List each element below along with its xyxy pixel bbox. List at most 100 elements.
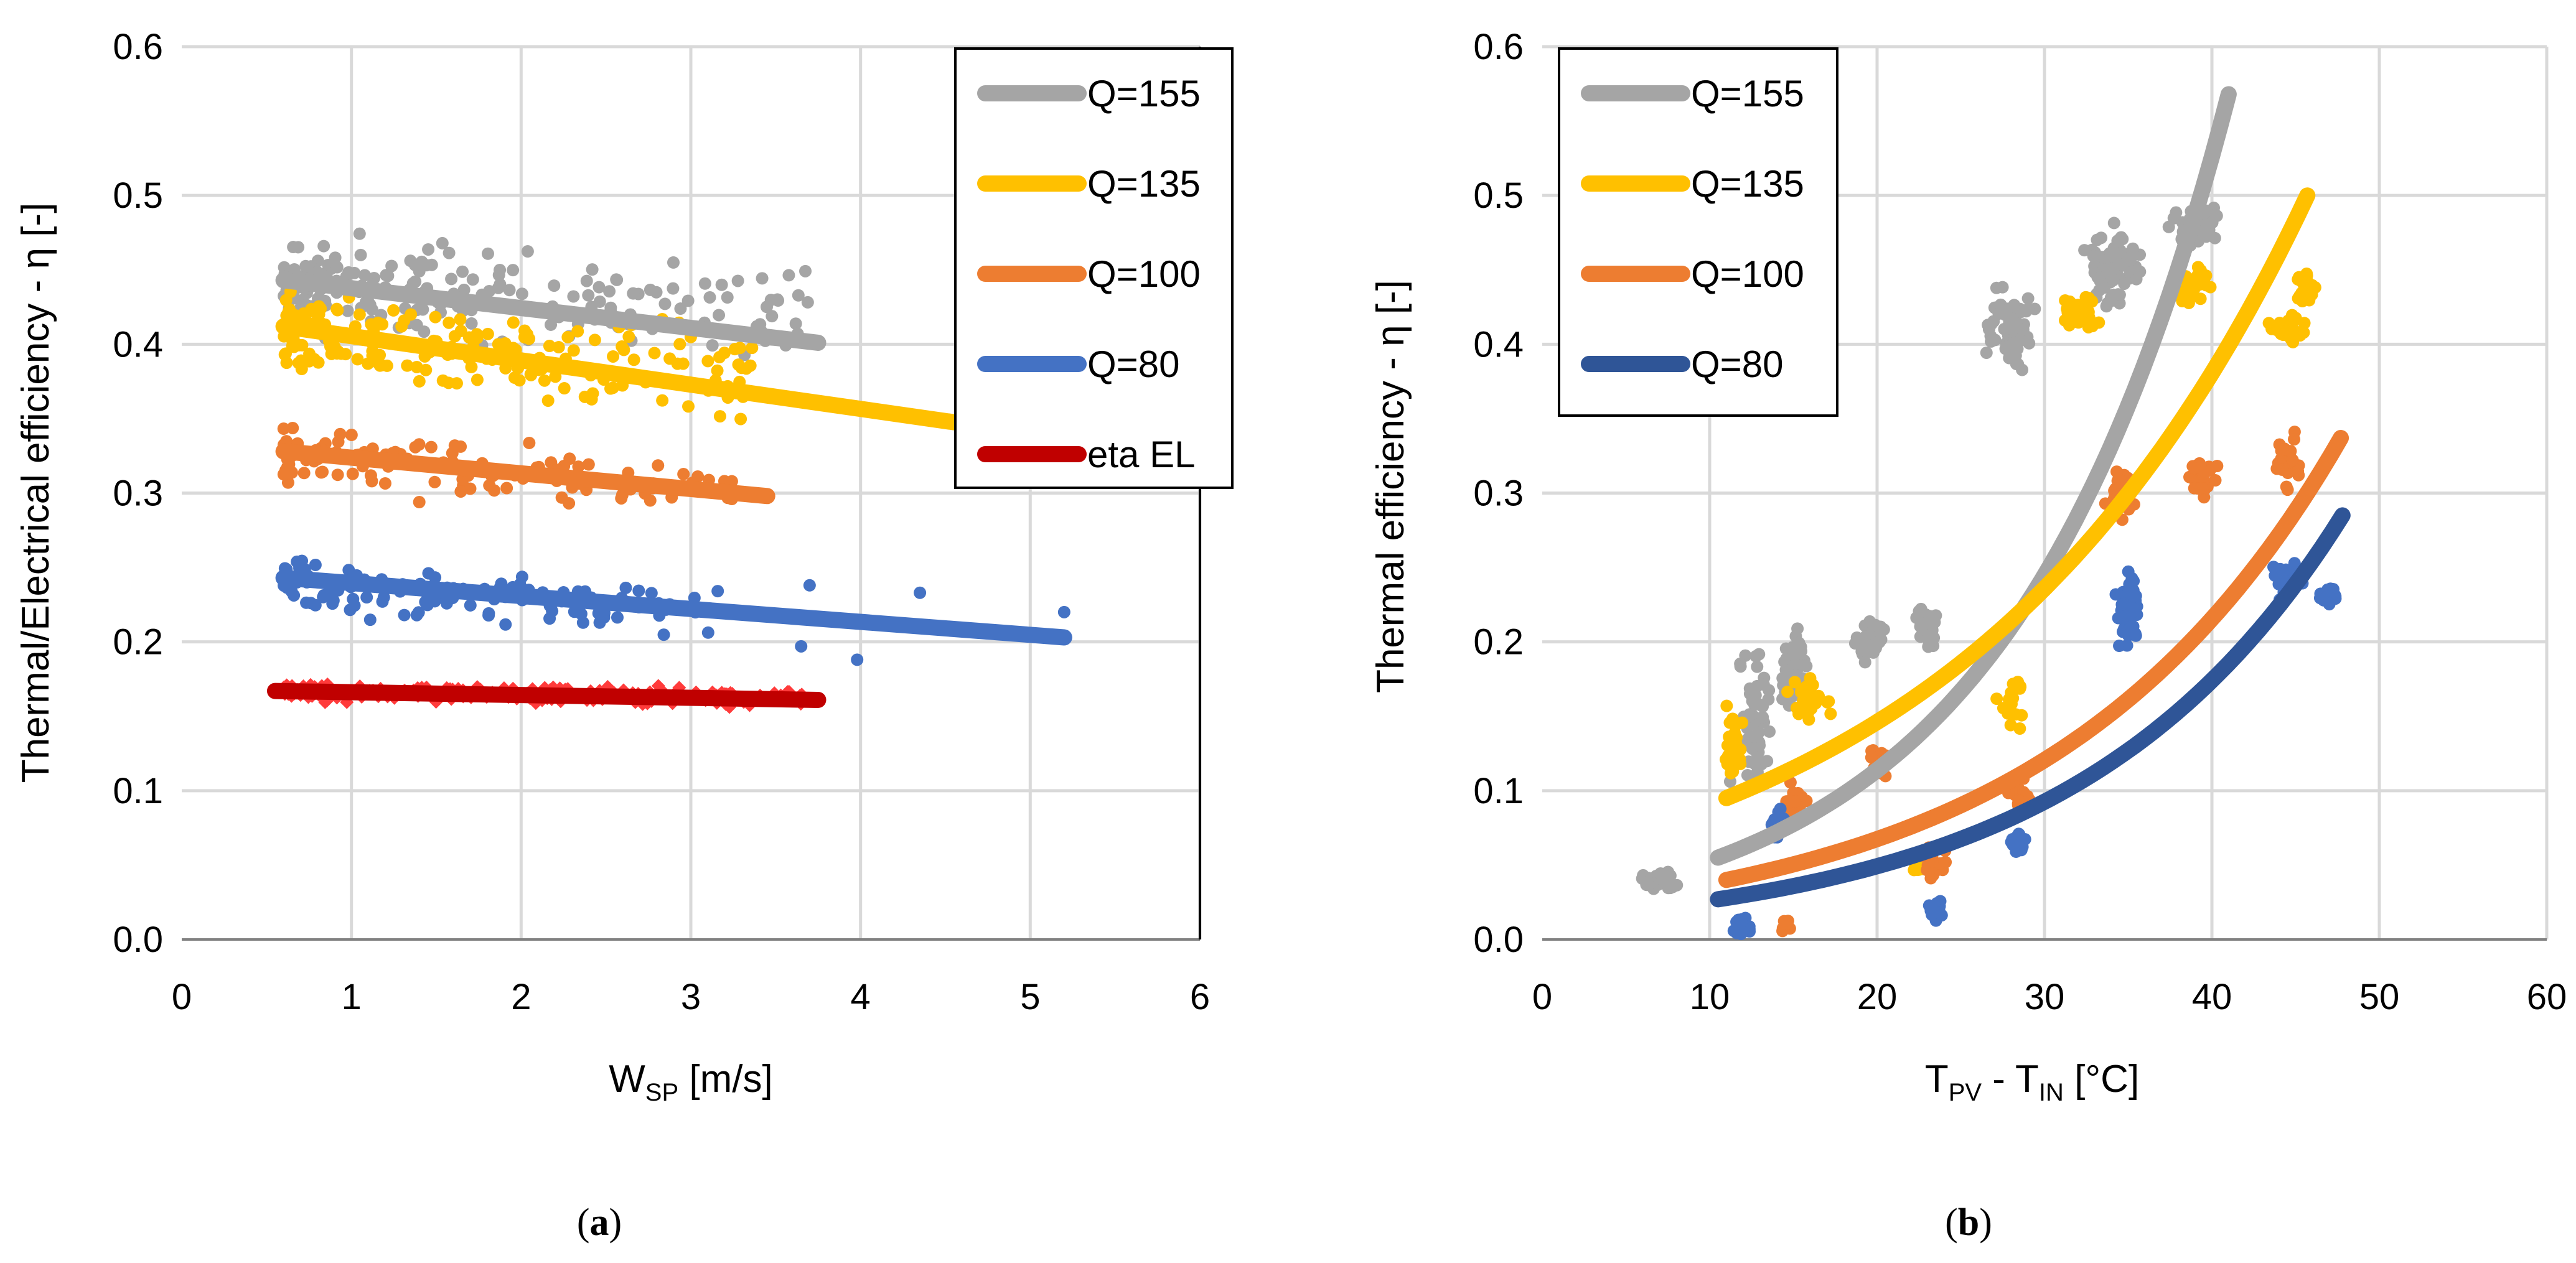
data-point (521, 245, 534, 258)
data-point (711, 585, 724, 598)
data-point (286, 421, 299, 434)
data-point (746, 342, 759, 355)
data-point (1877, 623, 1890, 636)
data-point (329, 251, 342, 264)
data-point (593, 295, 606, 308)
data-point (652, 459, 665, 472)
data-point (1789, 795, 1802, 808)
data-point (2013, 722, 2026, 735)
data-point (1756, 700, 1769, 713)
data-point (2120, 639, 2133, 652)
x-tick-label: 5 (1020, 977, 1040, 1017)
data-point (364, 469, 377, 482)
trend-line (1710, 86, 2237, 866)
data-point (523, 436, 536, 449)
data-point (525, 368, 538, 381)
data-point (703, 291, 716, 304)
data-point (2198, 228, 2211, 241)
data-point (2118, 277, 2131, 290)
data-point (2059, 314, 2072, 327)
data-point (2107, 217, 2120, 230)
data-point (619, 581, 632, 594)
data-point (734, 412, 747, 426)
data-point (801, 296, 814, 309)
x-tick-label: 1 (342, 977, 362, 1017)
panel-caption-a: (a) (577, 1201, 622, 1244)
trend-line (275, 318, 1072, 447)
data-point (297, 467, 311, 480)
data-point (1990, 692, 2003, 706)
data-point (483, 284, 496, 297)
data-point (1751, 752, 1764, 765)
data-point (2275, 462, 2288, 475)
data-point (2194, 482, 2207, 495)
data-point (398, 608, 411, 622)
x-tick-label: 40 (2192, 977, 2232, 1017)
x-tick-label: 3 (681, 977, 701, 1017)
data-point (428, 475, 441, 488)
data-point (761, 301, 774, 314)
data-point (548, 279, 561, 292)
y-tick-label: 0.2 (1473, 622, 1524, 663)
data-point (1057, 605, 1070, 618)
data-point (2101, 264, 2114, 277)
data-point (330, 302, 344, 315)
data-point (1914, 602, 1927, 615)
data-point (481, 327, 494, 340)
data-point (711, 364, 724, 377)
data-point (482, 609, 495, 622)
data-point (464, 482, 477, 495)
data-point (543, 340, 556, 353)
data-point (1788, 676, 1801, 689)
data-point (1929, 609, 1942, 622)
y-tick-label: 0.2 (113, 622, 163, 663)
data-point (422, 567, 435, 580)
data-point (2122, 613, 2135, 626)
data-point (1850, 631, 1863, 644)
data-point (483, 479, 496, 492)
data-point (586, 263, 599, 276)
data-point (1751, 660, 1764, 673)
data-point (2329, 590, 2342, 603)
y-tick-label: 0.6 (113, 27, 163, 67)
data-point (422, 243, 435, 256)
data-point (2012, 676, 2025, 689)
data-point (1741, 768, 1754, 781)
x-tick-label: 0 (172, 977, 192, 1017)
y-axis-title-b: Thermal efficiency - η [-] (1369, 280, 1412, 693)
data-point (363, 298, 377, 311)
data-point (1990, 281, 2003, 294)
data-point (456, 265, 469, 278)
legend-label: Q=80 (1087, 343, 1179, 385)
data-point (1865, 751, 1878, 764)
legend-box-b (1558, 47, 1838, 417)
data-point (674, 302, 687, 315)
data-point (2005, 322, 2018, 335)
data-point (2198, 467, 2211, 480)
data-point (567, 344, 580, 357)
data-point (285, 585, 298, 598)
data-point (789, 317, 802, 330)
x-axis-title-b: TPV - TIN [°C] (1925, 1058, 2139, 1106)
data-point (1924, 872, 1937, 885)
data-point (413, 375, 426, 388)
data-point (538, 374, 551, 387)
data-point (346, 467, 359, 480)
data-point (2130, 273, 2143, 286)
data-point (2193, 263, 2206, 276)
data-point (713, 410, 726, 423)
y-tick-label: 0.1 (113, 771, 163, 811)
data-point (312, 308, 326, 321)
legend-label: Q=80 (1691, 343, 1783, 385)
data-point (2101, 297, 2114, 310)
data-point (733, 342, 746, 355)
data-point (481, 247, 494, 260)
legend-b: Q=155 Q=135 Q=100 Q=80 (1558, 47, 1838, 417)
data-point (1985, 335, 1998, 348)
data-point (347, 592, 360, 605)
data-point (567, 290, 580, 303)
legend-label: Q=100 (1691, 253, 1804, 295)
data-point (2021, 292, 2035, 305)
data-point (278, 261, 291, 274)
data-point (286, 339, 299, 352)
